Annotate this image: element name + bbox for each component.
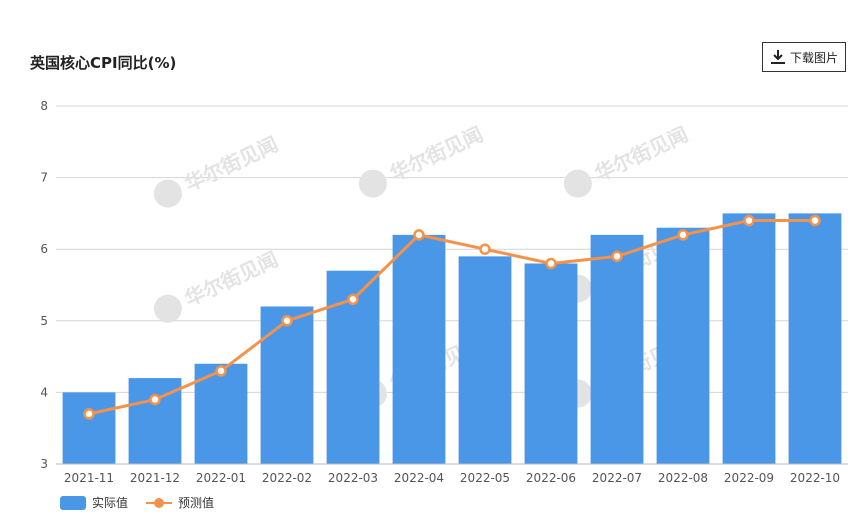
- chart-title: 英国核心CPI同比(%): [30, 54, 177, 72]
- legend-line-swatch: [146, 496, 173, 510]
- watermark-text: 华尔街见闻: [386, 122, 487, 186]
- x-tick-label: 2021-12: [130, 471, 180, 485]
- watermark-text: 华尔街见闻: [181, 247, 282, 311]
- download-icon: [770, 50, 785, 64]
- watermark: 华尔街见闻: [153, 132, 282, 208]
- watermark: 华尔街见闻: [563, 122, 692, 198]
- chart-plot: 345678华尔街见闻华尔街见闻华尔街见闻华尔街见闻华尔街见闻华尔街见闻华尔街见…: [40, 99, 848, 485]
- x-tick-label: 2022-07: [592, 471, 642, 485]
- legend-item-actual[interactable]: 实际值: [60, 494, 128, 511]
- point-forecast: [215, 365, 227, 377]
- download-label: 下载图片: [789, 50, 838, 65]
- watermark-text: 华尔街见闻: [181, 132, 282, 196]
- point-forecast: [413, 229, 425, 241]
- legend-bar-swatch: [60, 495, 86, 510]
- point-forecast: [545, 257, 557, 270]
- legend-item-forecast[interactable]: 预测值: [146, 494, 214, 511]
- x-tick-label: 2022-10: [790, 471, 840, 485]
- watermark-logo: [358, 169, 387, 198]
- y-tick-label: 3: [40, 457, 48, 471]
- y-tick-label: 5: [40, 314, 48, 328]
- x-tick-label: 2021-11: [64, 471, 114, 485]
- x-tick-label: 2022-06: [526, 471, 576, 485]
- watermark-logo: [563, 169, 592, 198]
- point-forecast: [743, 214, 755, 227]
- x-tick-label: 2022-01: [196, 471, 246, 485]
- bar-actual: [62, 392, 116, 464]
- x-tick-label: 2022-02: [262, 471, 312, 485]
- bar-actual: [788, 213, 842, 464]
- bar-actual: [392, 234, 446, 464]
- bar-actual: [260, 306, 314, 464]
- legend: 实际值 预测值: [60, 494, 214, 511]
- legend-label-forecast: 预测值: [178, 496, 215, 510]
- y-tick-label: 4: [40, 385, 48, 399]
- watermark: 华尔街见闻: [358, 122, 487, 198]
- x-tick-label: 2022-03: [328, 471, 378, 485]
- x-tick-label: 2022-09: [724, 471, 774, 485]
- y-tick-label: 6: [40, 242, 48, 256]
- watermark-logo: [153, 294, 182, 323]
- y-tick-label: 8: [40, 99, 48, 113]
- bar-actual: [656, 227, 710, 464]
- point-forecast: [611, 250, 623, 263]
- bar-actual: [524, 263, 578, 464]
- point-forecast: [149, 393, 161, 406]
- legend-label-actual: 实际值: [92, 496, 129, 510]
- watermark-text: 华尔街见闻: [591, 122, 692, 186]
- point-forecast: [479, 243, 491, 255]
- x-tick-label: 2022-08: [658, 471, 708, 485]
- point-forecast: [677, 229, 689, 241]
- x-tick-label: 2022-04: [394, 471, 444, 485]
- bar-actual: [722, 213, 776, 464]
- point-forecast: [83, 408, 95, 420]
- x-tick-label: 2022-05: [460, 471, 510, 485]
- y-tick-label: 7: [40, 171, 48, 185]
- download-image-button[interactable]: 下载图片: [762, 42, 846, 72]
- point-forecast: [809, 214, 821, 227]
- bar-actual: [590, 234, 644, 464]
- watermark-logo: [153, 179, 182, 208]
- line-forecast: [88, 219, 815, 416]
- bar-actual: [194, 363, 248, 464]
- point-forecast: [347, 293, 359, 306]
- point-forecast: [281, 315, 293, 327]
- bar-actual: [458, 256, 512, 464]
